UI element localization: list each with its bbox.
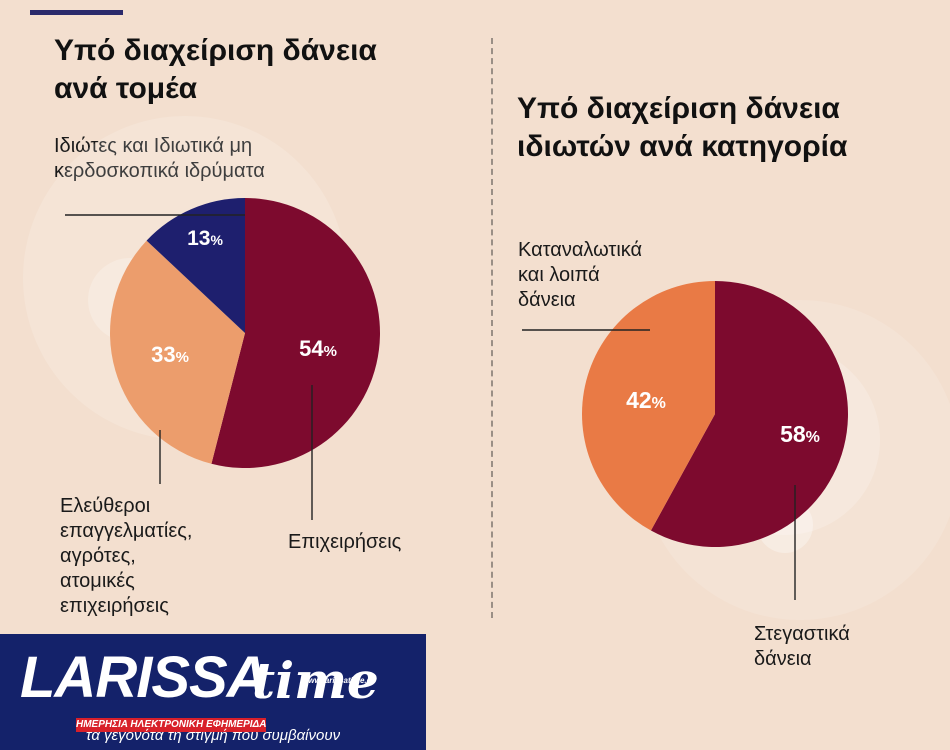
chart1-label-freelancers: Ελεύθεροι επαγγελματίες, αγρότες, ατομικ… — [60, 494, 192, 619]
logo-url: www.larissatime.gr — [302, 676, 375, 685]
larissatime-logo: LARISSA time www.larissatime.gr ΗΜΕΡΗΣΙΑ… — [20, 645, 400, 732]
chart2-label-housing-loans: Στεγαστικά δάνεια — [754, 622, 850, 672]
slice-value-label: 13% — [187, 227, 223, 250]
pie-slice — [582, 281, 715, 531]
chart1-label-freelancers-line-1: Ελεύθεροι — [60, 495, 151, 517]
chart2-title: Υπό διαχείριση δάνεια ιδιωτών ανά κατηγο… — [517, 90, 847, 166]
slice-value-label: 58% — [780, 421, 820, 447]
chart2-label-housing-loans-line-2: δάνεια — [754, 648, 812, 670]
chart2-label-consumer-loans-line-2: και λοιπά — [518, 264, 600, 286]
logo-left-text: LARISSA — [20, 645, 269, 710]
footer-tagline: τα γεγονότα τη στιγμή που συμβαίνουν — [85, 727, 341, 744]
chart2-label-consumer-loans-line-1: Καταναλωτικά — [518, 239, 643, 261]
chart2-label-consumer-loans: Καταναλωτικά και λοιπά δάνεια — [518, 238, 642, 313]
chart2-title-line-2: ιδιωτών ανά κατηγορία — [517, 130, 848, 163]
chart1-label-freelancers-line-5: επιχειρήσεις — [60, 595, 169, 617]
slice-value-label: 54% — [299, 336, 337, 361]
logo-red-strip: ΗΜΕΡΗΣΙΑ ΗΛΕΚΤΡΟΝΙΚΗ ΕΦΗΜΕΡΙΔΑ — [76, 718, 267, 732]
panel-divider — [491, 38, 493, 618]
slice-value-label: 33% — [151, 342, 189, 367]
pie-slice — [650, 281, 849, 547]
chart1-label-private-individuals: Ιδιώτες και Ιδιωτικά μη κερδοσκοπικά ιδρ… — [54, 134, 265, 184]
footer-banner: LARISSA time www.larissatime.gr ΗΜΕΡΗΣΙΑ… — [0, 634, 426, 750]
chart1-title: Υπό διαχείριση δάνεια ανά τομέα — [54, 32, 377, 108]
chart1-label-freelancers-line-4: ατομικές — [60, 570, 135, 592]
chart1-label-private-individuals-line-1: Ιδιώτες και Ιδιωτικά μη — [54, 135, 253, 157]
chart2-label-consumer-loans-line-3: δάνεια — [518, 289, 576, 311]
pie-slice — [110, 240, 245, 464]
slice-value-label: 42% — [626, 387, 666, 413]
chart1-label-private-individuals-line-2: κερδοσκοπικά ιδρύματα — [54, 160, 265, 182]
pie-chart-2: 58% 42% — [522, 281, 849, 600]
pie-chart-1: 54% 33% 13% — [65, 198, 380, 520]
chart1-title-line-1: Υπό διαχείριση δάνεια — [54, 34, 377, 67]
chart1-label-freelancers-line-3: αγρότες, — [60, 545, 136, 567]
top-accent-bar — [30, 10, 123, 15]
pie-slice — [146, 198, 245, 333]
logo-right-text: time — [252, 651, 379, 710]
chart1-title-line-2: ανά τομέα — [54, 72, 198, 105]
pie-slice — [211, 198, 380, 469]
chart1-label-businesses: Επιχειρήσεις — [288, 530, 401, 555]
chart2-label-housing-loans-line-1: Στεγαστικά — [754, 623, 850, 645]
chart2-title-line-1: Υπό διαχείριση δάνεια — [517, 92, 840, 125]
chart1-label-freelancers-line-2: επαγγελματίες, — [60, 520, 193, 542]
chart1-label-businesses-line-1: Επιχειρήσεις — [288, 531, 402, 553]
